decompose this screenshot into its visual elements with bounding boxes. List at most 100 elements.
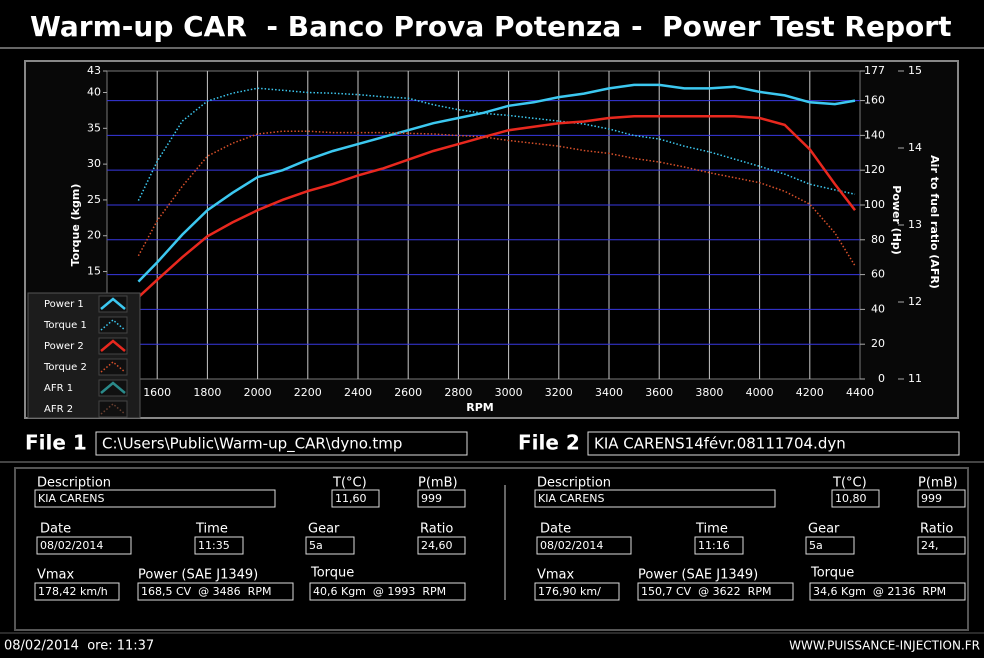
legend-label: Power 2 xyxy=(44,341,84,352)
field-label: Vmax xyxy=(37,568,75,583)
field-value: 24, xyxy=(921,539,939,552)
y3-tick-label: 12 xyxy=(908,295,922,308)
field-value: KIA CARENS xyxy=(538,492,605,505)
y3-tick-label: 13 xyxy=(908,218,922,231)
field-value: 11:16 xyxy=(698,539,730,552)
series-line xyxy=(137,87,856,201)
series-line xyxy=(137,83,856,283)
legend-line xyxy=(100,381,126,394)
y2-tick-label: 80 xyxy=(871,233,885,246)
legend-swatch xyxy=(98,358,128,376)
field-label: Gear xyxy=(308,522,340,537)
field-label: Description xyxy=(537,476,611,491)
field-label: Ratio xyxy=(920,522,953,537)
y-tick-label: 40 xyxy=(87,85,101,98)
y2-axis-label: Power (Hp) xyxy=(890,185,903,255)
field-label: Time xyxy=(195,522,228,537)
y-tick-label: 30 xyxy=(87,157,101,170)
field-value: 08/02/2014 xyxy=(40,539,103,552)
y-tick-label: 20 xyxy=(87,229,101,242)
field-box xyxy=(534,489,776,508)
x-tick-label: 3200 xyxy=(545,386,573,399)
field-value: 5a xyxy=(309,539,323,552)
field-label: Vmax xyxy=(537,568,575,583)
file-field xyxy=(95,431,468,456)
field-label: P(mB) xyxy=(918,476,958,491)
y2-tick-label: 60 xyxy=(871,268,885,281)
field-value: 40,6 Kgm @ 1993 RPM xyxy=(313,585,446,598)
x-tick-label: 3800 xyxy=(695,386,723,399)
title: Warm-up CAR - Banco Prova Potenza - Powe… xyxy=(30,10,951,43)
y2-tick-label: 20 xyxy=(871,337,885,350)
legend-swatch xyxy=(98,400,128,418)
field-box xyxy=(34,489,276,508)
field-box xyxy=(34,582,120,601)
info-frame xyxy=(14,467,969,631)
y3-tick-label: 11 xyxy=(908,372,922,385)
y3-tick-label: 14 xyxy=(908,141,922,154)
x-axis-label: RPM xyxy=(466,401,493,414)
series-line xyxy=(137,130,856,267)
file-field xyxy=(587,431,960,456)
field-box xyxy=(805,536,855,555)
file-label: File 2 xyxy=(518,431,580,455)
x-tick-label: 2000 xyxy=(244,386,272,399)
field-label: Date xyxy=(540,522,571,537)
y2-tick-label: 0 xyxy=(878,372,885,385)
field-value: 24,60 xyxy=(421,539,453,552)
field-box xyxy=(137,582,294,601)
field-label: T(°C) xyxy=(832,476,867,491)
field-label: Description xyxy=(37,476,111,491)
field-label: Time xyxy=(695,522,728,537)
x-tick-label: 2600 xyxy=(394,386,422,399)
legend-swatch xyxy=(98,337,128,355)
x-tick-label: 4200 xyxy=(796,386,824,399)
x-tick-label: 2400 xyxy=(344,386,372,399)
legend-line xyxy=(100,297,126,310)
field-label: Torque xyxy=(310,566,354,581)
y2-tick-label: 140 xyxy=(864,128,885,141)
y-axis-label: Torque (kgm) xyxy=(69,184,82,267)
field-box xyxy=(194,536,244,555)
series-line xyxy=(137,114,856,299)
field-label: Power (SAE J1349) xyxy=(138,568,258,583)
plot-area xyxy=(106,70,861,380)
x-tick-label: 1600 xyxy=(143,386,171,399)
legend-label: AFR 1 xyxy=(44,383,73,394)
field-box xyxy=(534,582,620,601)
x-tick-label: 2800 xyxy=(444,386,472,399)
x-tick-label: 1800 xyxy=(193,386,221,399)
file-path: C:\Users\Public\Warm-up_CAR\dyno.tmp xyxy=(102,435,402,454)
field-value: 999 xyxy=(921,492,942,505)
legend-label: Torque 1 xyxy=(43,320,87,331)
field-label: Ratio xyxy=(420,522,453,537)
field-box xyxy=(809,582,966,601)
legend-label: AFR 2 xyxy=(44,404,73,415)
y2-tick-label: 120 xyxy=(864,163,885,176)
legend-swatch xyxy=(98,295,128,313)
footer-datetime: 08/02/2014 ore: 11:37 xyxy=(4,639,154,654)
y2-tick-label: 40 xyxy=(871,302,885,315)
field-box xyxy=(331,489,380,508)
y2-tick-label: 177 xyxy=(864,64,885,77)
field-value: 11:35 xyxy=(198,539,230,552)
field-label: T(°C) xyxy=(332,476,367,491)
field-box xyxy=(637,582,794,601)
footer-site: WWW.PUISSANCE-INJECTION.FR xyxy=(789,639,980,653)
field-box xyxy=(305,536,355,555)
y2-tick-label: 100 xyxy=(864,198,885,211)
legend-box xyxy=(27,292,141,419)
field-label: Date xyxy=(40,522,71,537)
field-box xyxy=(694,536,744,555)
legend-swatch xyxy=(98,379,128,397)
field-box xyxy=(917,536,966,555)
field-box xyxy=(36,536,132,555)
field-value: 168,5 CV @ 3486 RPM xyxy=(141,585,271,598)
legend-line xyxy=(100,339,126,352)
file-path: KIA CARENS14févr.08111704.dyn xyxy=(594,435,846,453)
field-value: KIA CARENS xyxy=(38,492,105,505)
y-tick-label: 43 xyxy=(87,64,101,77)
y-tick-label: 15 xyxy=(87,265,101,278)
y2-tick-label: 160 xyxy=(864,94,885,107)
field-value: 178,42 km/h xyxy=(38,585,108,598)
